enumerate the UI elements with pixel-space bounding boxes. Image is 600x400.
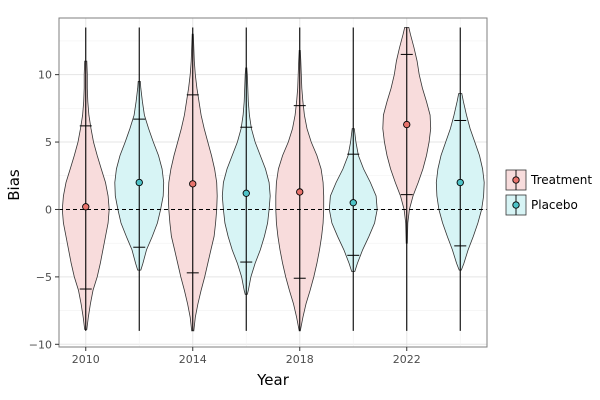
plot-border [58, 17, 488, 348]
x-tick-label: 2018 [286, 353, 314, 366]
x-axis-title: Year [256, 371, 290, 389]
y-tick-label: −5 [36, 271, 52, 284]
x-axis-ticks: 2010 2014 2018 2022 [72, 347, 421, 366]
legend-label-placebo: Placebo [531, 198, 578, 212]
legend-key-point [512, 201, 520, 209]
x-tick-label: 2022 [393, 353, 421, 366]
mean-point-2022 [403, 120, 411, 129]
legend-label-treatment: Treatment [530, 173, 592, 187]
y-axis-ticks: −10 −5 0 5 10 [29, 69, 59, 351]
legend: Treatment Placebo [505, 169, 592, 216]
legend-key-point [512, 176, 520, 184]
y-tick-label: 5 [45, 136, 52, 149]
mean-point-2020 [349, 199, 357, 207]
mean-point-2010 [82, 203, 90, 211]
y-tick-label: 10 [38, 69, 52, 82]
y-tick-label: −10 [29, 338, 52, 351]
y-axis-title: Bias [5, 169, 23, 201]
y-tick-label: 0 [45, 203, 52, 216]
mean-point-2016 [242, 189, 250, 197]
mean-point-2024 [456, 178, 464, 187]
x-tick-label: 2010 [72, 353, 100, 366]
violin-stats [79, 27, 467, 331]
x-tick-label: 2014 [179, 353, 207, 366]
mean-point-2012 [135, 178, 143, 187]
mean-point-2014 [189, 180, 197, 188]
mean-point-2018 [296, 188, 304, 196]
